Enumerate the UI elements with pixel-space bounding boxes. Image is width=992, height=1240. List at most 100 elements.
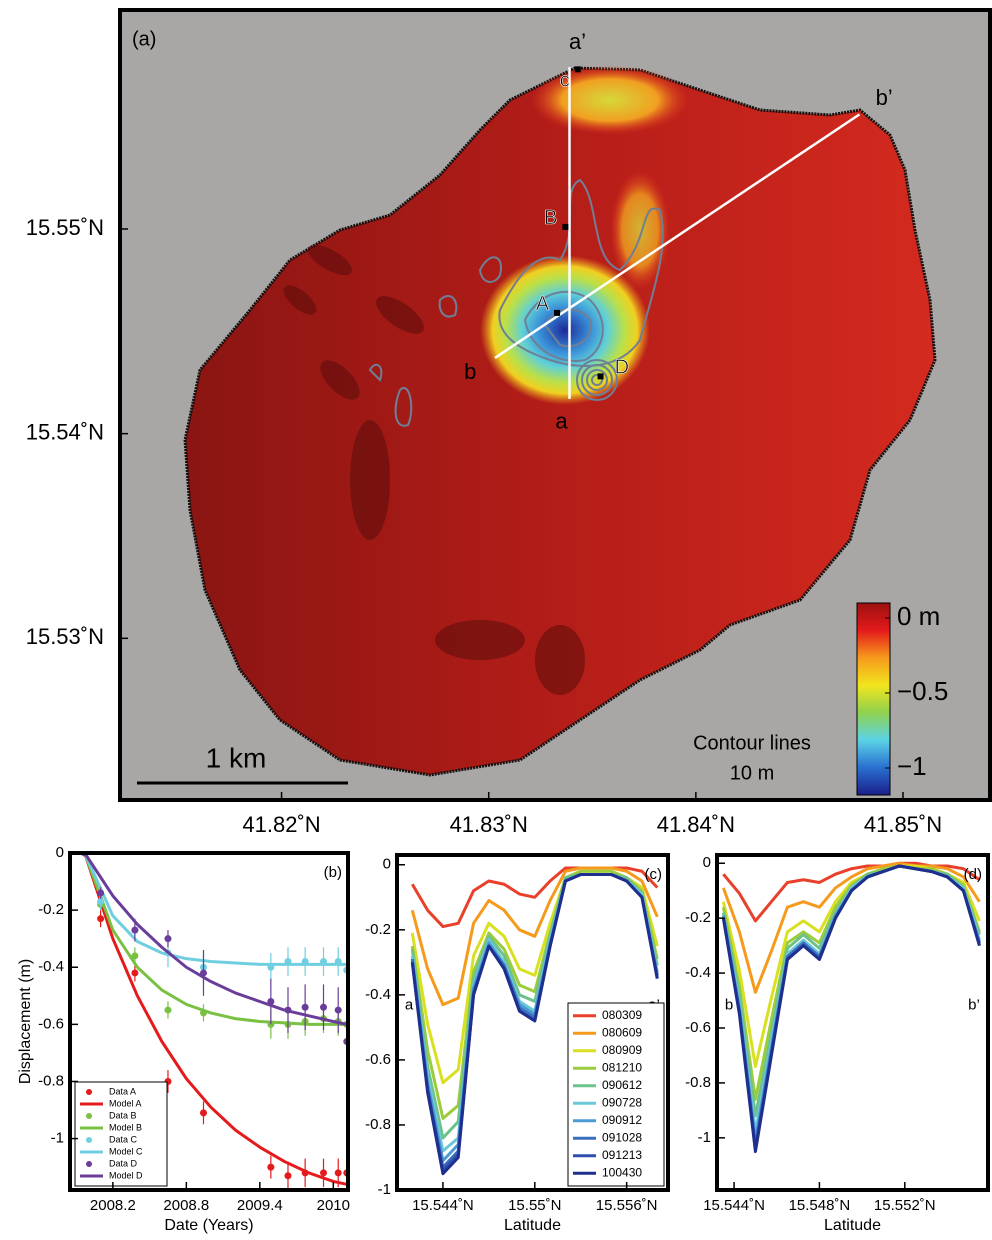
terrain-shadows (283, 244, 585, 695)
colorbar-tick-label: 0 m (897, 601, 940, 631)
data-point (97, 915, 105, 923)
x-tick-label: 15.556˚N (596, 1197, 658, 1214)
x-tick-label: 15.548˚N (789, 1197, 851, 1214)
plot-area (410, 866, 659, 1176)
legend-label: 080909 (602, 1043, 642, 1057)
x-tick-label: 41.84˚N (657, 812, 735, 837)
legend-symbol (86, 1089, 92, 1095)
data-point (320, 1169, 328, 1177)
point-marker (554, 309, 561, 316)
y-tick-label: -1 (378, 1181, 391, 1198)
y-tick-label: 15.55˚N (26, 215, 104, 240)
x-tick-label: 2008.2 (90, 1197, 136, 1214)
profile-end-label: b (725, 997, 733, 1014)
point-marker (597, 373, 604, 380)
x-tick-label: 2009.4 (237, 1197, 283, 1214)
frame (395, 853, 670, 1192)
y-tick-label: -0.6 (685, 1019, 711, 1036)
x-tick-label: 41.83˚N (450, 812, 528, 837)
y-tick-label: -0.2 (365, 921, 391, 938)
data-point (267, 1163, 275, 1171)
point-marker (562, 223, 569, 230)
y-tick-label: -0.4 (685, 964, 711, 981)
profile-line (494, 113, 861, 359)
x-tick-label: 41.85˚N (864, 812, 942, 837)
panel-label: (b) (324, 864, 342, 881)
y-tick-label: 0 (703, 854, 711, 871)
point-marker (574, 66, 581, 73)
legend-symbol (86, 1137, 92, 1143)
frame (68, 851, 350, 1192)
data-point (164, 1006, 172, 1014)
data-point (320, 1003, 328, 1011)
y-tick-label: -1 (698, 1129, 711, 1146)
legend-label: 091028 (602, 1130, 642, 1144)
panel-label: (c) (645, 866, 663, 883)
legend-label: Data B (109, 1110, 137, 1120)
x-tick-label: 15.544˚N (412, 1197, 474, 1214)
legend-symbol (86, 1161, 92, 1167)
y-tick-label: -0.2 (38, 901, 64, 918)
legend-label: Model C (109, 1146, 143, 1156)
series-line (721, 864, 981, 1134)
legend-label: Model A (109, 1098, 142, 1108)
profile-end-label: a (405, 997, 414, 1014)
legend-label: 090912 (602, 1113, 642, 1127)
series-line (410, 873, 659, 1176)
legend-label: 091213 (602, 1148, 642, 1162)
point-label: A (536, 293, 550, 315)
series-line (83, 853, 347, 1026)
contour-note: 10 m (730, 762, 774, 784)
profile-label: b (464, 359, 476, 384)
y-tick-label: -0.4 (38, 958, 64, 975)
data-point (164, 935, 172, 943)
panel-label: (a) (132, 28, 156, 50)
data-point (97, 889, 105, 897)
legend-label: Data D (109, 1158, 138, 1168)
point-label: c (560, 70, 570, 92)
data-point (199, 1109, 207, 1117)
island (183, 66, 937, 777)
x-axis-label: Latitude (504, 1217, 561, 1234)
frame (118, 8, 992, 802)
legend-label: 080309 (602, 1008, 642, 1022)
profile-label: b’ (876, 85, 893, 110)
data-point (131, 969, 139, 977)
data-point (284, 1172, 292, 1180)
series-line (721, 864, 981, 1101)
series-line (721, 864, 981, 1068)
profile-label: a (555, 409, 568, 434)
series-line (721, 864, 981, 1154)
y-tick-label: -0.8 (38, 1072, 64, 1089)
x-tick-label: 2008.8 (163, 1197, 209, 1214)
scale-bar-label: 1 km (206, 742, 267, 773)
legend-label: 081210 (602, 1060, 642, 1074)
data-point (301, 1003, 309, 1011)
legend (74, 1081, 168, 1187)
profile-end-label: b’ (968, 997, 980, 1014)
colorbar-tick-label: −1 (897, 751, 927, 781)
y-tick-label: -0.4 (365, 986, 391, 1003)
y-tick-label: -1 (51, 1130, 64, 1147)
x-axis-label: Date (Years) (164, 1217, 253, 1234)
deformation-top (530, 65, 690, 135)
plot-area (721, 861, 981, 1154)
legend-label: 090612 (602, 1078, 642, 1092)
legend-label: Data A (109, 1086, 136, 1096)
data-point (131, 926, 139, 934)
x-tick-label: 15.55˚N (508, 1197, 561, 1214)
y-tick-label: 15.53˚N (26, 624, 104, 649)
series-line (410, 869, 659, 1120)
series-line (721, 861, 981, 994)
legend-symbol (86, 1113, 92, 1119)
panel-label: (d) (964, 866, 982, 883)
series-line (721, 864, 981, 1118)
y-tick-label: 15.54˚N (26, 419, 104, 444)
x-tick-label: 41.82˚N (242, 812, 320, 837)
x-axis-label: Latitude (824, 1217, 881, 1234)
legend-label: Model D (109, 1170, 143, 1180)
x-tick-label: 15.552˚N (874, 1197, 936, 1214)
y-tick-label: 0 (383, 856, 391, 873)
series-line (83, 853, 347, 966)
